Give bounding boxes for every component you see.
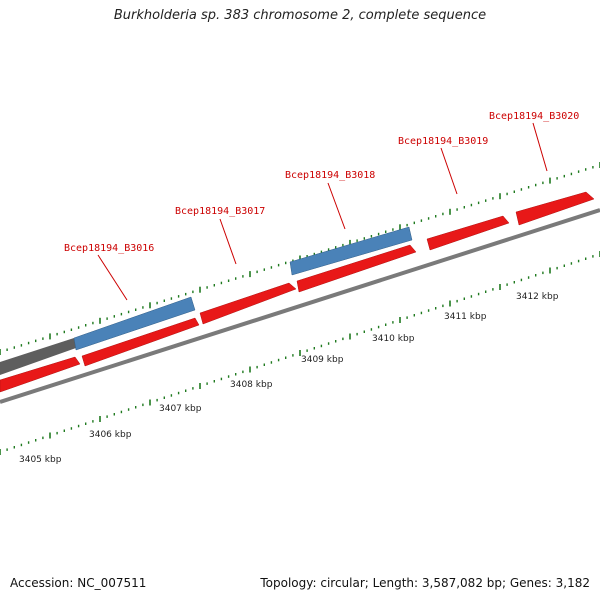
accession-text: Accession: NC_007511 (10, 576, 147, 590)
gene-label: Bcep18194_B3016 (64, 243, 154, 254)
scale-label: 3409 kbp (301, 355, 344, 365)
gene-label: Bcep18194_B3017 (175, 206, 265, 217)
gene-features (0, 191, 595, 393)
scale-label: 3406 kbp (89, 430, 132, 440)
gene-feature[interactable] (199, 282, 297, 325)
scale-label: 3408 kbp (230, 380, 273, 390)
gene-feature[interactable] (0, 338, 76, 375)
upper-scale-ticks (0, 162, 600, 355)
gene-feature[interactable] (81, 317, 200, 367)
gene-feature-highlight[interactable] (73, 296, 196, 351)
lower-scale-ticks (0, 251, 600, 455)
scale-label: 3412 kbp (516, 292, 559, 302)
gene-labels: Bcep18194_B3016 Bcep18194_B3017 Bcep1819… (64, 111, 579, 254)
scale-label: 3411 kbp (444, 312, 487, 322)
gene-feature-highlight[interactable] (289, 226, 413, 276)
gene-feature[interactable] (515, 191, 595, 226)
map-title: Burkholderia sp. 383 chromosome 2, compl… (113, 8, 487, 23)
genome-backbone (0, 208, 600, 404)
gene-label: Bcep18194_B3020 (489, 111, 579, 122)
gene-feature[interactable] (426, 215, 510, 251)
gene-feature[interactable] (296, 244, 417, 293)
gene-label-leaders (97, 122, 548, 301)
gene-label: Bcep18194_B3018 (285, 170, 375, 181)
gene-label: Bcep18194_B3019 (398, 136, 488, 147)
scale-label: 3407 kbp (159, 404, 202, 414)
scale-label: 3410 kbp (372, 334, 415, 344)
scale-labels: 3405 kbp 3406 kbp 3407 kbp 3408 kbp 3409… (19, 292, 559, 465)
scale-label: 3405 kbp (19, 455, 62, 465)
summary-text: Topology: circular; Length: 3,587,082 bp… (260, 576, 590, 590)
gene-feature[interactable] (0, 356, 81, 393)
